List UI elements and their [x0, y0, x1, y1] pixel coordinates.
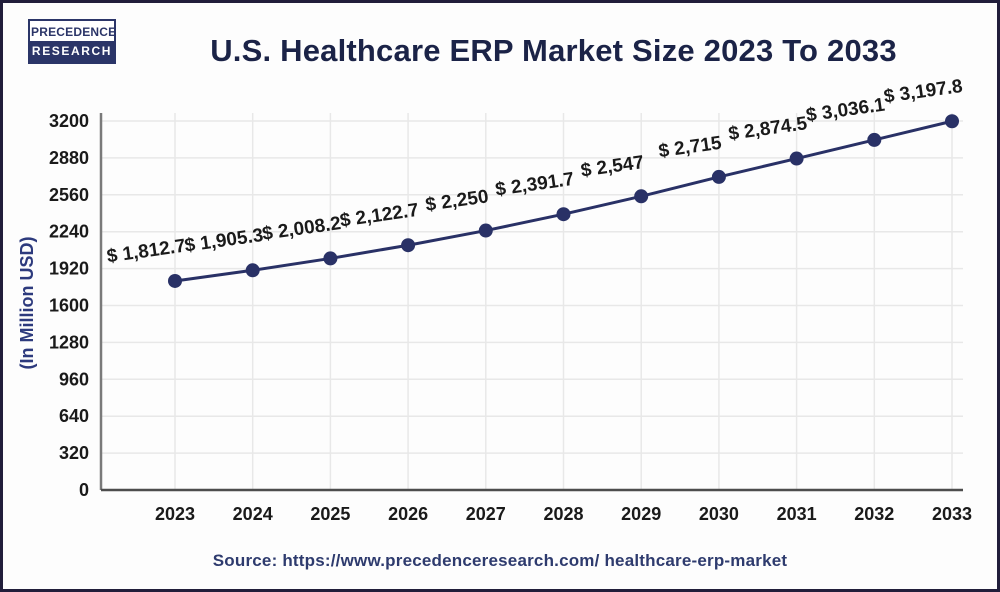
data-point: [789, 151, 804, 166]
x-tick-label: 2030: [699, 504, 739, 524]
data-point: [245, 263, 260, 278]
y-tick-label: 640: [59, 406, 89, 426]
x-tick-label: 2027: [466, 504, 506, 524]
y-tick-label: 2240: [49, 222, 89, 242]
y-tick-label: 0: [79, 480, 89, 500]
x-tick-label: 2025: [310, 504, 350, 524]
y-tick-label: 3200: [49, 111, 89, 131]
line-chart: 0 320 640 960 1280 1600 1920 2240 2560 2880 3200 (I…: [17, 76, 972, 524]
data-point-label: $ 3,197.8: [883, 76, 964, 108]
y-tick-label: 1920: [49, 259, 89, 279]
y-tick-label: 960: [59, 369, 89, 389]
x-tick-label: 2026: [388, 504, 428, 524]
data-point-label: $ 2,547: [580, 152, 646, 182]
x-tick-label: 2031: [777, 504, 817, 524]
x-tick-label: 2033: [932, 504, 972, 524]
y-tick-label: 1280: [49, 332, 89, 352]
y-tick-label: 1600: [49, 296, 89, 316]
y-tick-label: 320: [59, 443, 89, 463]
data-point: [401, 238, 416, 253]
source-url-text: Source: https://www.precedenceresearch.c…: [212, 551, 788, 570]
data-point-label: $ 2,250: [424, 186, 490, 216]
precedence-research-logo: PRECEDENCE RESEARCH: [28, 19, 116, 64]
data-point: [478, 223, 493, 238]
data-point: [634, 189, 649, 204]
data-point: [711, 169, 726, 184]
x-tick-label: 2024: [233, 504, 273, 524]
y-axis-title: (In Million USD): [17, 237, 37, 370]
logo-text-research: RESEARCH: [30, 41, 114, 62]
x-tick-label: 2028: [543, 504, 583, 524]
x-tick-label: 2023: [155, 504, 195, 524]
y-tick-label: 2560: [49, 185, 89, 205]
x-tick-label: 2029: [621, 504, 661, 524]
data-point: [945, 114, 959, 129]
data-point: [556, 207, 571, 222]
logo-text-precedence: PRECEDENCE: [30, 21, 116, 41]
x-tick-label: 2032: [854, 504, 894, 524]
data-point: [323, 251, 338, 266]
data-point: [168, 273, 182, 288]
data-point: [867, 132, 882, 147]
y-tick-label: 2880: [49, 148, 89, 168]
chart-title: U.S. Healthcare ERP Market Size 2023 To …: [210, 33, 897, 68]
